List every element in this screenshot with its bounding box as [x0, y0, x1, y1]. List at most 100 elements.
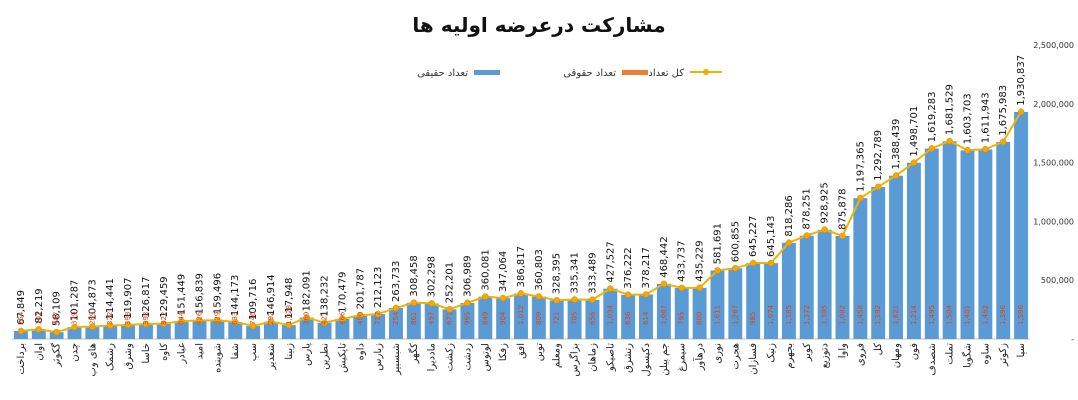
total-point: [357, 311, 364, 319]
bar-real: [656, 283, 671, 339]
x-tick-label: لوتوس: [480, 343, 491, 371]
value-label-real: 114,441: [105, 278, 116, 319]
total-point: [71, 323, 78, 331]
bar-real: [817, 229, 832, 339]
bar-real: [156, 323, 171, 339]
x-tick-label: جم پیلن: [659, 343, 670, 376]
value-label-legal: 671: [446, 312, 454, 325]
value-label-legal: 487: [53, 312, 61, 325]
bar-real: [460, 302, 475, 339]
x-tick-label: کل: [873, 343, 884, 356]
bar-real: [138, 324, 153, 339]
bar-real: [585, 299, 600, 339]
bar-real: [335, 318, 350, 339]
value-label-real: 427,527: [605, 241, 616, 282]
x-tick-label: خاسا: [141, 343, 152, 364]
total-point: [410, 299, 418, 306]
bar-real: [853, 198, 868, 339]
x-tick-label: توین: [534, 343, 545, 362]
value-label-legal: 426: [196, 311, 204, 325]
value-label-legal: 1,401: [963, 305, 971, 325]
total-point: [499, 294, 507, 302]
value-label-real: 386,817: [516, 246, 527, 287]
total-point: [660, 280, 668, 288]
x-tick-label: زکوثر: [998, 343, 1009, 367]
bar-real: [299, 317, 314, 339]
bar-real: [228, 322, 243, 339]
y-tick-label: 2,500,000: [1033, 41, 1074, 50]
x-tick-label: گکوثر: [51, 343, 63, 368]
x-tick-label: نوری: [712, 343, 723, 364]
bar-real: [442, 309, 457, 339]
bar-real: [1014, 111, 1029, 340]
x-tick-label: بجهرم: [784, 343, 795, 369]
x-tick-label: شوینده: [212, 343, 223, 373]
value-label-legal: 379: [71, 312, 79, 325]
value-label-legal: 849: [481, 312, 489, 325]
value-label-legal: 1,458: [856, 305, 864, 325]
total-point: [982, 146, 989, 153]
y-tick-label: 500,000: [1041, 276, 1074, 285]
legend-marker-total: [703, 69, 709, 75]
value-label-real: 468,442: [659, 236, 670, 277]
value-label-legal: 360: [303, 312, 311, 325]
total-point: [910, 159, 918, 166]
value-label-legal: 746: [249, 311, 257, 325]
x-tick-label: ساوه: [980, 343, 991, 365]
x-tick-label: زبینا: [284, 343, 295, 360]
total-point: [35, 326, 43, 333]
x-tick-label: تاپکیش: [337, 343, 348, 373]
bar-real: [531, 296, 546, 339]
x-tick-label: دکپسول: [641, 343, 652, 377]
value-label-real: 928,925: [820, 182, 831, 223]
chart-title: مشارکت درعرضه اولیه ها: [412, 13, 665, 37]
value-label-legal: 800: [696, 312, 704, 325]
labels: 67,849254برداخت82,219101اوان58,109487گکو…: [16, 55, 1027, 377]
value-label-real: 252,201: [445, 262, 456, 303]
bar-real: [174, 321, 189, 339]
bar-real: [942, 141, 957, 339]
bar-real: [996, 141, 1011, 339]
value-label-real: 151,449: [177, 274, 188, 315]
value-label-real: 144,173: [230, 275, 241, 316]
bar-real: [263, 321, 278, 339]
value-label-legal: 400: [356, 312, 364, 325]
x-tick-label: کگهر: [408, 343, 420, 365]
value-label-real: 263,733: [391, 261, 402, 302]
value-label-legal: 1,495: [928, 305, 936, 325]
value-label-legal: 1,821: [892, 305, 900, 325]
value-label-real: 129,459: [159, 276, 170, 317]
bar-real: [85, 326, 100, 339]
total-point: [517, 290, 525, 297]
bar-real: [192, 320, 207, 339]
value-label-legal: 844: [178, 311, 186, 325]
value-label-legal: 705: [571, 312, 579, 325]
value-label-real: 82,219: [34, 288, 45, 323]
value-label-legal: 861: [410, 312, 418, 325]
total-point: [946, 137, 953, 145]
bar-real: [835, 235, 850, 339]
value-label-real: 1,498,701: [909, 106, 920, 157]
bar-real: [549, 300, 564, 339]
value-label-legal: 1,396: [999, 304, 1007, 325]
value-label-legal: 1,267: [731, 305, 739, 325]
total-point: [928, 145, 936, 152]
x-tick-label: برداخت: [16, 343, 27, 375]
value-label-real: 645,227: [748, 216, 759, 257]
total-point: [124, 321, 132, 329]
x-tick-label: چدن: [70, 343, 81, 362]
bar-real: [674, 287, 689, 339]
total-point: [17, 327, 25, 335]
y-tick-label: 1,000,000: [1033, 217, 1074, 226]
total-point: [249, 322, 257, 330]
legend-label-legal: تعداد حقوقی: [563, 68, 616, 79]
value-label-legal: 1,192: [874, 305, 882, 325]
total-point: [428, 300, 435, 307]
value-label-legal: 1,067: [660, 305, 668, 325]
bar-real: [389, 307, 403, 339]
legend-label-real: تعداد حقیقی: [417, 68, 468, 79]
bar-real: [121, 324, 136, 339]
value-label-real: 1,681,529: [945, 84, 956, 135]
x-tick-label: زدشت: [462, 343, 473, 371]
value-label-legal: 1,012: [517, 305, 525, 325]
